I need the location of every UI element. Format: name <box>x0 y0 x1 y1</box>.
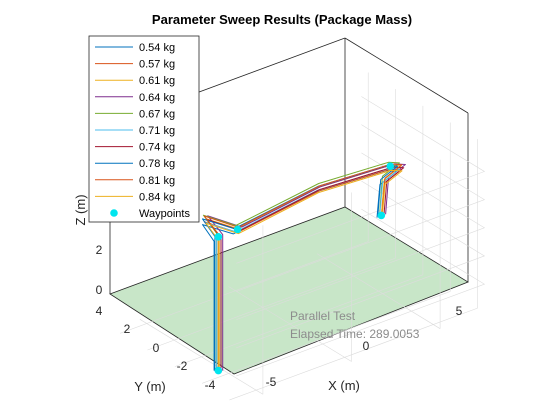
y-tick-label: 4 <box>96 304 103 318</box>
y-axis-label: Y (m) <box>134 379 166 394</box>
x-tick-label: 0 <box>363 339 370 353</box>
waypoint-marker <box>378 212 386 220</box>
legend-label: 0.71 kg <box>139 125 175 137</box>
z-tick-label: 2 <box>96 243 103 257</box>
legend-label: 0.57 kg <box>139 59 175 71</box>
back-top-edge-right <box>345 38 468 113</box>
legend: 0.54 kg 0.57 kg 0.61 kg 0.64 kg 0.67 kg 0.71 … <box>89 36 199 222</box>
z-tick-label: 0 <box>96 283 103 297</box>
waypoint-marker <box>234 226 242 234</box>
legend-waypoint-marker <box>110 209 118 217</box>
y-tick-label: -2 <box>177 359 188 373</box>
x-axis-label: X (m) <box>328 378 360 393</box>
legend-label: 0.61 kg <box>139 75 175 87</box>
legend-label: 0.54 kg <box>139 42 175 54</box>
waypoint-marker <box>386 162 394 170</box>
y-tick-label: 2 <box>124 322 131 336</box>
chart-title: Parameter Sweep Results (Package Mass) <box>152 12 412 27</box>
legend-label: 0.74 kg <box>139 142 175 154</box>
legend-label: 0.67 kg <box>139 108 175 120</box>
legend-label: Waypoints <box>139 208 190 220</box>
annotation-title: Parallel Test <box>290 309 356 323</box>
legend-label: 0.84 kg <box>139 191 175 203</box>
z-axis-label: Z (m) <box>73 194 88 225</box>
annotation-elapsed-time: Elapsed Time: 289.0053 <box>290 327 420 341</box>
waypoint-marker <box>215 233 223 241</box>
waypoint-marker <box>215 367 223 375</box>
y-tick-label: -4 <box>205 378 216 392</box>
y-tick-label: 0 <box>153 341 160 355</box>
legend-label: 0.78 kg <box>139 158 175 170</box>
x-tick-label: 5 <box>456 304 463 318</box>
x-tick-label: -5 <box>266 375 277 389</box>
ground-plane <box>110 207 468 374</box>
legend-label: 0.64 kg <box>139 92 175 104</box>
legend-label: 0.81 kg <box>139 175 175 187</box>
